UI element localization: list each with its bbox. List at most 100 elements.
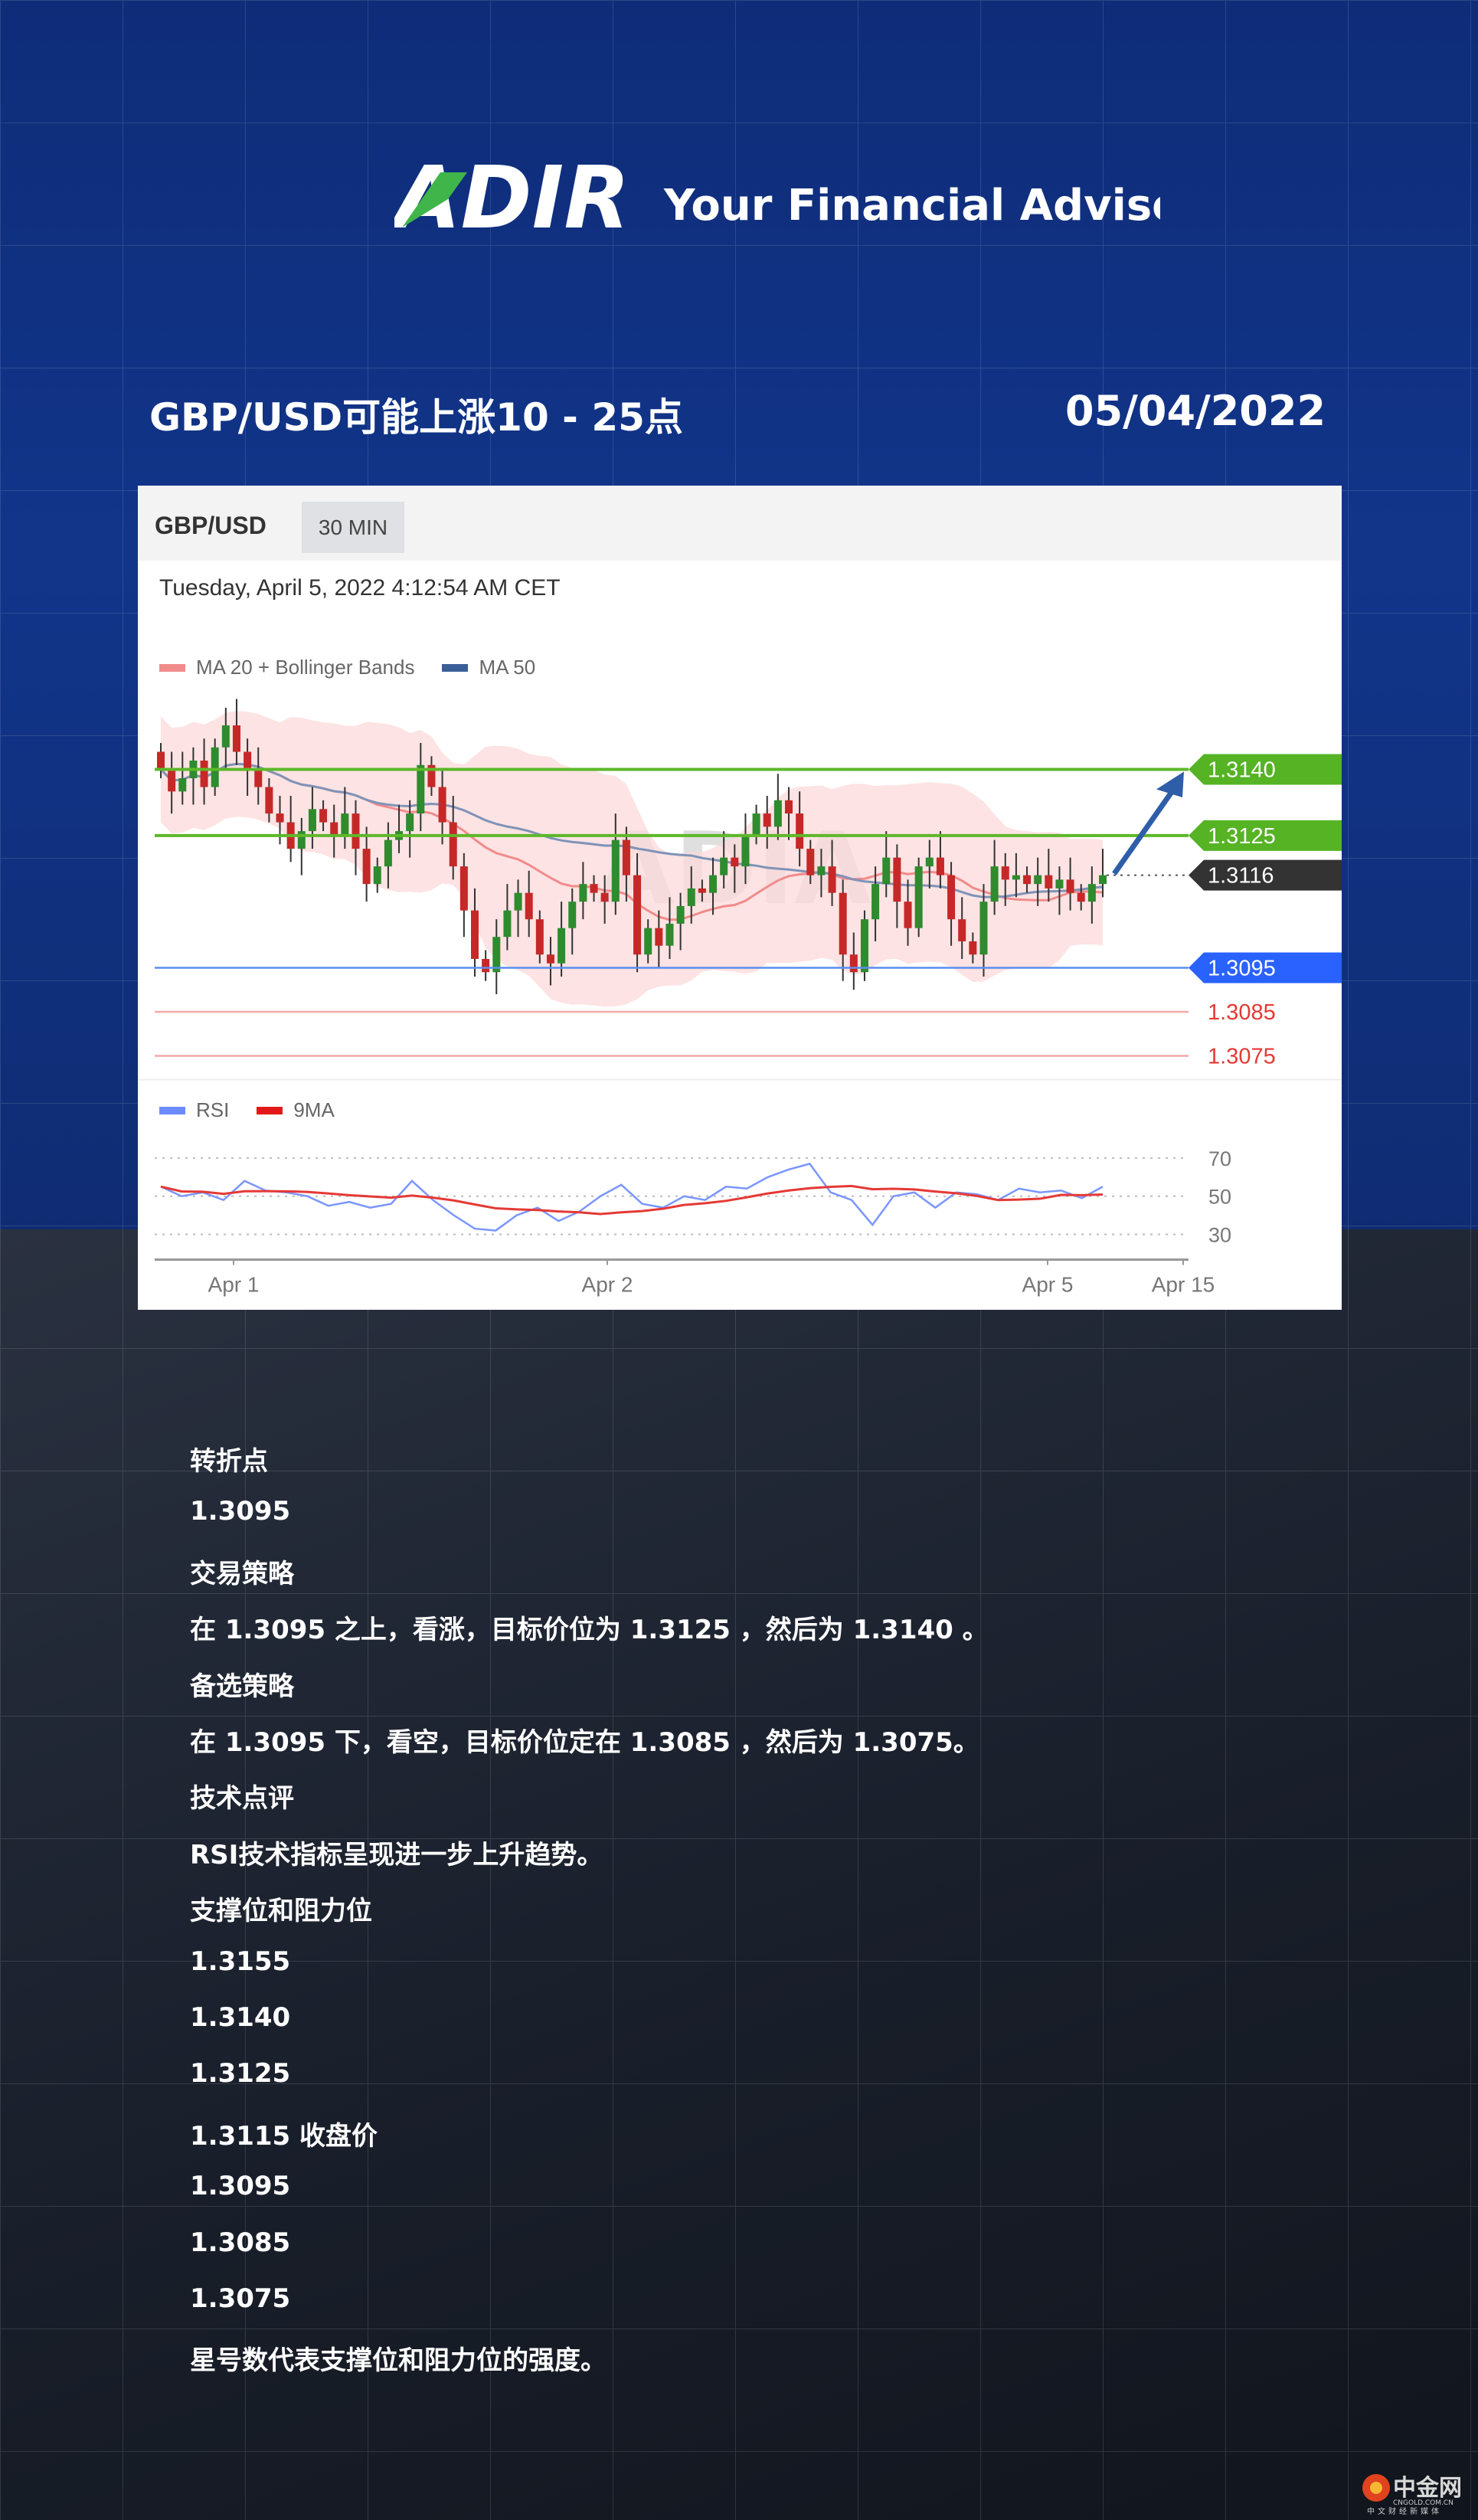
analysis-line: 1.3125 <box>190 2058 291 2090</box>
candle <box>438 787 446 823</box>
legend-ma20: MA 20 + Bollinger Bands <box>196 656 415 679</box>
candle <box>308 809 316 832</box>
chart-timestamp: Tuesday, April 5, 2022 4:12:54 AM CET <box>159 575 561 601</box>
candle <box>168 769 176 792</box>
cngold-slogan: 中文财经新媒体 <box>1367 2506 1442 2516</box>
candle <box>687 888 695 906</box>
candle <box>655 928 663 946</box>
candle <box>178 778 187 792</box>
level-label-box <box>1189 754 1342 785</box>
timeframe-badge[interactable]: 30 MIN <box>302 502 404 553</box>
candle <box>590 884 598 893</box>
candle <box>1012 875 1020 880</box>
candle <box>741 835 750 867</box>
candle <box>709 875 718 893</box>
candle <box>265 787 273 814</box>
cngold-domain: CNGOLD.COM.CN <box>1393 2499 1453 2507</box>
candle <box>492 937 501 973</box>
candle <box>936 857 944 875</box>
legend-swatch-rsi <box>159 1106 185 1114</box>
cngold-emblem-inner <box>1370 2482 1382 2494</box>
candle <box>806 849 815 875</box>
candle <box>373 866 381 885</box>
candle <box>947 875 956 920</box>
candle <box>244 751 252 770</box>
candle <box>1034 875 1042 885</box>
candle <box>406 813 414 832</box>
x-tick-label: Apr 5 <box>1022 1273 1074 1297</box>
candle <box>849 954 858 973</box>
candle <box>969 941 977 955</box>
level-label: 1.3140 <box>1208 758 1276 783</box>
candle <box>1045 875 1053 889</box>
legend-swatch-ma50 <box>442 663 469 672</box>
x-tick-label: Apr 2 <box>582 1273 633 1297</box>
page-date: 05/04/2022 <box>1065 387 1326 435</box>
candle <box>925 857 934 867</box>
candle <box>904 902 912 928</box>
analysis-line: 技术点评 <box>190 1783 294 1815</box>
analysis-line: 1.3140 <box>190 2002 291 2033</box>
logo-green-accent <box>402 172 467 227</box>
candle <box>525 892 533 920</box>
rsi-tick-label: 30 <box>1208 1224 1231 1247</box>
brand-tagline: Your Financial Advisor <box>663 181 1160 231</box>
brand-logo: ADIR Your Financial Advisor <box>394 157 1160 241</box>
candle <box>665 923 674 946</box>
candle <box>1087 884 1096 902</box>
candle <box>482 958 490 973</box>
candle <box>200 761 208 787</box>
analysis-line: 1.3095 <box>190 1496 291 1527</box>
candle <box>254 769 263 787</box>
candle <box>459 866 468 911</box>
analysis-line: RSI技术指标呈现进一步上升趋势。 <box>190 1839 603 1870</box>
pair-label: GBP/USD <box>155 512 266 539</box>
candle <box>471 910 479 959</box>
candle <box>1055 879 1064 889</box>
legend-9ma: 9MA <box>293 1098 335 1121</box>
candle <box>914 866 923 928</box>
candle <box>1099 875 1107 885</box>
analysis-line: 1.3095 <box>190 2171 291 2202</box>
rsi-tick-label: 70 <box>1208 1147 1231 1170</box>
candle <box>676 905 685 924</box>
candle <box>330 822 338 836</box>
level-label: 1.3075 <box>1208 1045 1276 1069</box>
candle <box>622 839 630 875</box>
rsi-9ma-line <box>160 1184 1104 1216</box>
analysis-line: 在 1.3095 之上，看涨，目标价位为 1.3125 ，然后为 1.3140 … <box>190 1615 989 1646</box>
candle <box>558 928 566 964</box>
x-tick-label: Apr 15 <box>1152 1273 1215 1297</box>
candle <box>871 884 880 920</box>
candle <box>514 892 522 911</box>
candle <box>893 857 901 902</box>
candle <box>600 892 609 902</box>
rsi-legend: RSI 9MA <box>159 1098 339 1122</box>
candle <box>773 800 782 827</box>
analysis-line: 1.3085 <box>190 2227 291 2258</box>
candle <box>579 884 587 902</box>
price-chart: ADIA 1.31401.31251.31161.30951.30851.307… <box>138 699 1342 1297</box>
candle <box>319 809 328 823</box>
candle <box>731 857 739 867</box>
candle <box>633 875 642 955</box>
candle <box>546 954 554 964</box>
rsi-tick-label: 50 <box>1208 1186 1231 1209</box>
candle <box>297 831 306 849</box>
candle <box>384 839 392 867</box>
candle <box>763 813 771 827</box>
candle <box>979 902 988 955</box>
cngold-logo: 中金网 CNGOLD.COM.CN 中文财经新媒体 <box>1362 2474 1462 2516</box>
level-label-box <box>1189 859 1342 891</box>
forecast-arrowhead <box>1156 771 1184 798</box>
candle <box>449 822 457 867</box>
candle <box>232 725 240 752</box>
analysis-line: 备选策略 <box>190 1671 294 1702</box>
candle <box>568 902 577 928</box>
analysis-line: 1.3075 <box>190 2283 291 2314</box>
candle <box>276 813 284 823</box>
candle <box>417 764 425 814</box>
candle <box>720 857 728 875</box>
forecast-arrow <box>1112 790 1174 875</box>
candle <box>221 725 230 748</box>
